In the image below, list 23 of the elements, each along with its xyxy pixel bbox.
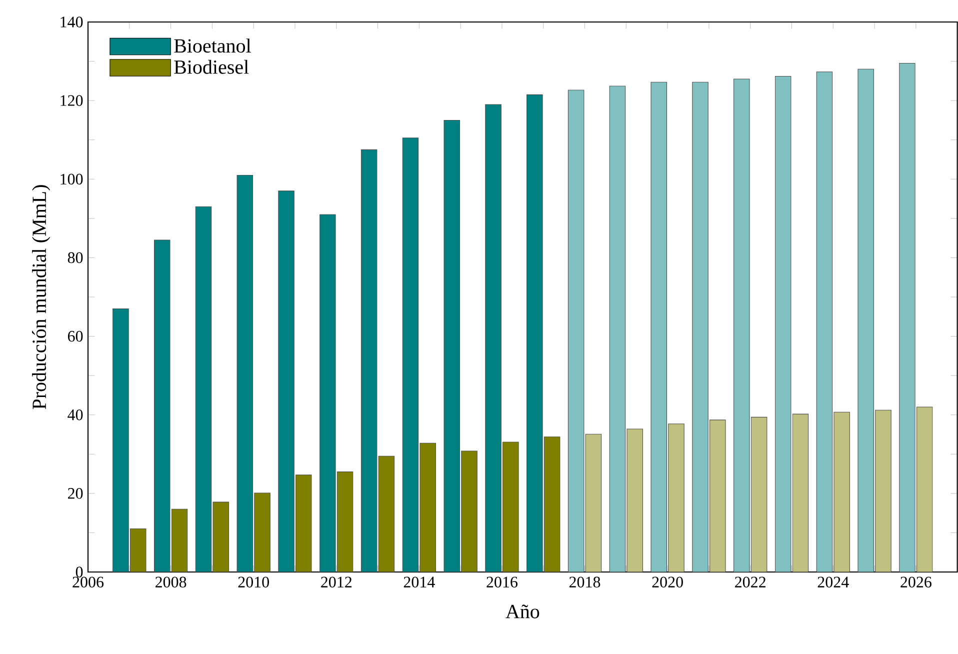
- x-tick-label: 2026: [900, 576, 932, 588]
- y-tick-label: 40: [68, 409, 83, 420]
- legend-label: Bioetanol: [174, 38, 251, 53]
- x-tick-label: 2014: [404, 576, 435, 588]
- y-axis-title: Producción mundial (MmL): [32, 185, 50, 410]
- x-tick-label: 2008: [156, 576, 186, 588]
- y-tick-label: 120: [60, 95, 83, 106]
- y-tick-label: 60: [68, 330, 83, 342]
- x-tick-label: 2020: [652, 576, 683, 588]
- y-tick-label: 20: [68, 488, 83, 499]
- y-tick-label: 80: [68, 252, 83, 264]
- x-tick-label: 2012: [321, 576, 352, 588]
- x-tick-label: 2024: [818, 576, 849, 588]
- x-tick-label: 2006: [72, 576, 104, 588]
- y-tick-label: 140: [60, 16, 83, 28]
- x-tick-label: 2022: [735, 576, 766, 588]
- x-tick-label: 2016: [486, 576, 518, 588]
- y-tick-label: 0: [76, 566, 83, 578]
- y-tick-label: 100: [60, 174, 83, 185]
- x-tick-label: 2018: [569, 576, 600, 588]
- x-axis-title: Año: [506, 604, 540, 618]
- legend-label: Biodiesel: [174, 60, 249, 74]
- x-tick-label: 2010: [238, 576, 269, 588]
